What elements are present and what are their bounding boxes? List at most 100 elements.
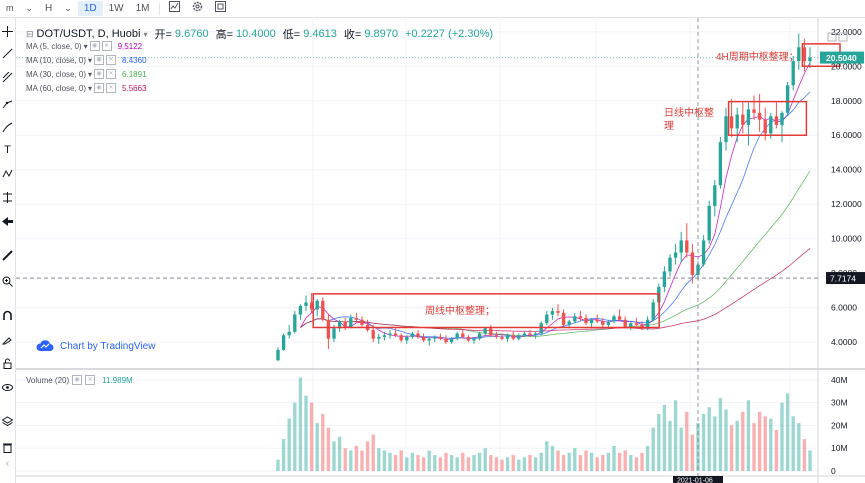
candle-body	[785, 85, 790, 113]
interval-1m[interactable]: 1M	[135, 3, 150, 14]
volume-bar	[601, 455, 605, 471]
ma-legend-row[interactable]: MA (30, close, 0) ▾ ◉ ✕ 6.1891	[26, 69, 147, 79]
volume-bar	[371, 434, 375, 471]
pitchfork-icon[interactable]	[1, 98, 14, 111]
change-value: +0.2227 (+2.30%)	[404, 28, 494, 40]
price-tick-label: 6.0000	[831, 303, 857, 313]
candle-body	[668, 257, 672, 272]
volume-bar	[718, 398, 723, 471]
settings-icon[interactable]	[186, 1, 209, 16]
volume-tick-label: 30M	[831, 398, 848, 408]
close-icon[interactable]: ✕	[101, 41, 112, 51]
arrow-left-icon[interactable]	[1, 216, 14, 229]
series-collapse-icon[interactable]: ⊟	[26, 28, 34, 39]
close-icon[interactable]: ✕	[106, 69, 117, 79]
interval-1w[interactable]: 1W	[108, 3, 124, 14]
collapse-toolbar-icon[interactable]: ‹	[5, 458, 10, 470]
volume-bar	[707, 407, 711, 471]
volume-bar	[287, 418, 291, 471]
brand-label: Chart by TradingView	[60, 340, 156, 352]
measure-icon[interactable]	[1, 192, 14, 205]
candle-body	[589, 319, 594, 324]
volume-bar	[444, 452, 448, 471]
candle-body	[393, 333, 398, 336]
magnet-icon[interactable]	[1, 310, 14, 323]
ma-value: 6.1891	[122, 69, 147, 79]
candle-body	[612, 316, 616, 322]
trend-line-icon[interactable]	[1, 48, 14, 61]
chevron-down-icon[interactable]: ▾	[88, 83, 93, 93]
trash-icon[interactable]	[1, 442, 14, 455]
candle-body	[489, 328, 493, 336]
close-icon[interactable]: ✕	[106, 83, 117, 93]
candle-body	[287, 331, 291, 336]
interval-1d[interactable]: 1D	[77, 1, 103, 16]
eye-icon[interactable]	[1, 382, 14, 395]
interval-hours[interactable]: H	[45, 3, 53, 14]
text-icon[interactable]: T	[4, 144, 11, 156]
volume-bar	[427, 450, 431, 471]
ma-legend-row[interactable]: MA (60, close, 0) ▾ ◉ ✕ 5.5663	[26, 83, 147, 93]
close-icon[interactable]: ✕	[106, 55, 117, 65]
tradingview-brand[interactable]: Chart by TradingView	[36, 340, 155, 352]
lock-icon[interactable]	[1, 358, 14, 371]
volume-bar	[494, 457, 499, 471]
visibility-icon[interactable]: ◉	[94, 69, 105, 79]
volume-bar	[309, 402, 314, 471]
last-price-label: 20.5040	[826, 53, 857, 63]
interval-minutes[interactable]: m	[6, 3, 14, 13]
stay-in-drawing-icon[interactable]	[1, 334, 14, 347]
volume-tick-label: 20M	[831, 420, 848, 430]
volume-bar	[293, 402, 297, 471]
volume-bar	[466, 457, 471, 471]
volume-legend[interactable]: Volume (20) ◉ ✕ 11.989M	[26, 375, 133, 385]
visibility-icon[interactable]: ◉	[94, 83, 105, 93]
volume-bar	[421, 457, 426, 471]
candle-body	[746, 109, 751, 125]
ma-legend-row[interactable]: MA (5, close, 0) ▾ ◉ ✕ 9.5122	[26, 41, 142, 51]
candle-body	[533, 333, 538, 336]
volume-bar	[741, 411, 745, 471]
fib-icon[interactable]	[1, 71, 14, 85]
candle-body	[354, 318, 359, 320]
ma-legend-row[interactable]: MA (10, close, 0) ▾ ◉ ✕ 8.4360	[26, 55, 147, 65]
chevron-down-icon[interactable]: ▾	[143, 29, 148, 39]
last-price-tag	[820, 51, 864, 64]
chevron-down-icon[interactable]: ▾	[88, 69, 93, 79]
chart-type-icon[interactable]	[163, 1, 186, 16]
candle-body	[718, 142, 723, 186]
fullscreen-icon[interactable]	[209, 1, 232, 16]
layers-icon[interactable]	[1, 416, 14, 429]
candle-body	[724, 116, 728, 143]
chevron-down-icon[interactable]: ⌄	[64, 3, 72, 13]
volume-bar	[354, 445, 359, 471]
price-tick-label: 22.0000	[831, 27, 862, 37]
visibility-icon[interactable]: ◉	[72, 375, 83, 385]
pattern-icon[interactable]	[1, 168, 14, 181]
chevron-down-icon[interactable]: ⌄	[25, 3, 34, 13]
chevron-down-icon[interactable]: ▾	[88, 55, 93, 65]
ruler-icon[interactable]	[1, 250, 14, 263]
candle-body	[556, 311, 560, 313]
candle-body	[281, 335, 286, 350]
volume-bar	[573, 448, 577, 471]
chevron-down-icon[interactable]: ▾	[83, 41, 88, 51]
volume-bar	[483, 448, 487, 471]
annotation-label: 4H周期中枢整理；	[716, 50, 799, 63]
candle-body	[617, 316, 622, 320]
candle-body	[573, 316, 577, 322]
brush-icon[interactable]	[1, 122, 14, 135]
zoom-in-icon[interactable]	[1, 276, 14, 289]
candle-body	[561, 312, 566, 325]
close-icon[interactable]: ✕	[85, 375, 96, 385]
volume-bar	[595, 457, 599, 471]
visibility-icon[interactable]: ◉	[89, 41, 100, 51]
visibility-icon[interactable]: ◉	[94, 55, 105, 65]
symbol-title[interactable]: DOT/USDT, D, Huobi	[36, 28, 141, 40]
candle-body	[808, 57, 812, 62]
candle-body	[455, 333, 459, 339]
volume-bar	[377, 448, 381, 471]
crosshair-icon[interactable]	[1, 26, 14, 39]
volume-bar	[500, 459, 504, 471]
